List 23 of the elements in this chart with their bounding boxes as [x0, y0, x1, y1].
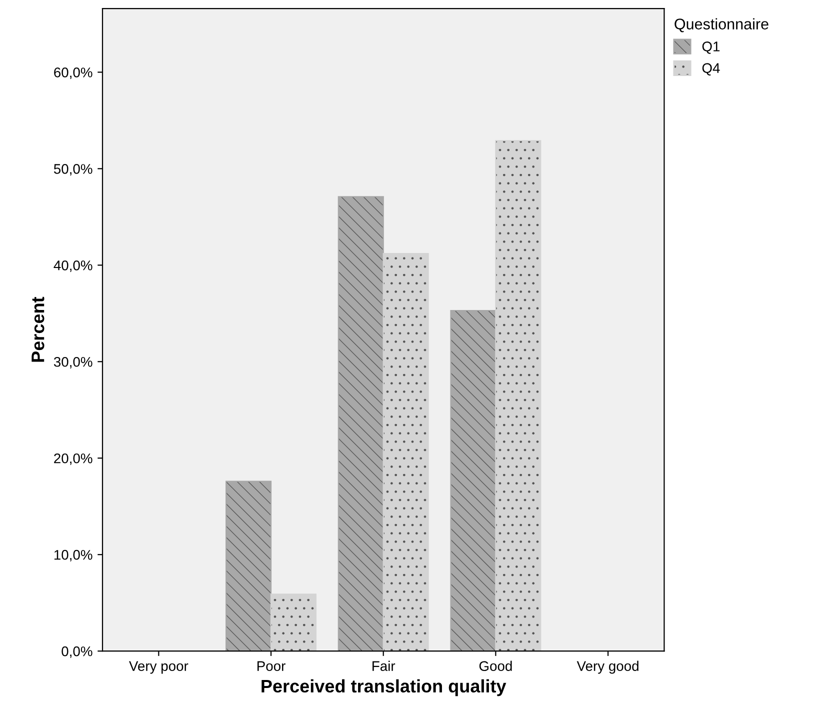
y-tick-label: 40,0%	[54, 260, 92, 272]
y-tick-label: 50,0%	[54, 164, 92, 176]
bar	[338, 196, 384, 652]
y-tick-label: 0,0%	[62, 646, 92, 658]
x-tick-label: Poor	[257, 661, 286, 671]
bar	[270, 594, 316, 652]
legend-label: Q4	[702, 63, 720, 76]
y-tick-label: 60,0%	[54, 68, 92, 80]
y-axis-title: Percent	[32, 296, 44, 362]
bar	[450, 310, 496, 652]
legend-title: Questionnaire	[674, 18, 768, 32]
bar	[382, 253, 429, 652]
x-tick-label: Very poor	[129, 661, 188, 674]
x-tick-label: Very good	[576, 660, 638, 674]
y-tick-label: 20,0%	[54, 453, 92, 465]
y-tick-label: 30,0%	[54, 356, 92, 368]
bar	[495, 140, 542, 652]
y-tick-label: 10,0%	[54, 550, 92, 562]
x-axis-title: Perceived translation quality	[262, 679, 506, 696]
bar	[226, 480, 272, 652]
x-tick-label: Good	[479, 660, 512, 671]
legend-label: Q1	[702, 42, 720, 54]
x-tick-label: Fair	[372, 660, 396, 671]
